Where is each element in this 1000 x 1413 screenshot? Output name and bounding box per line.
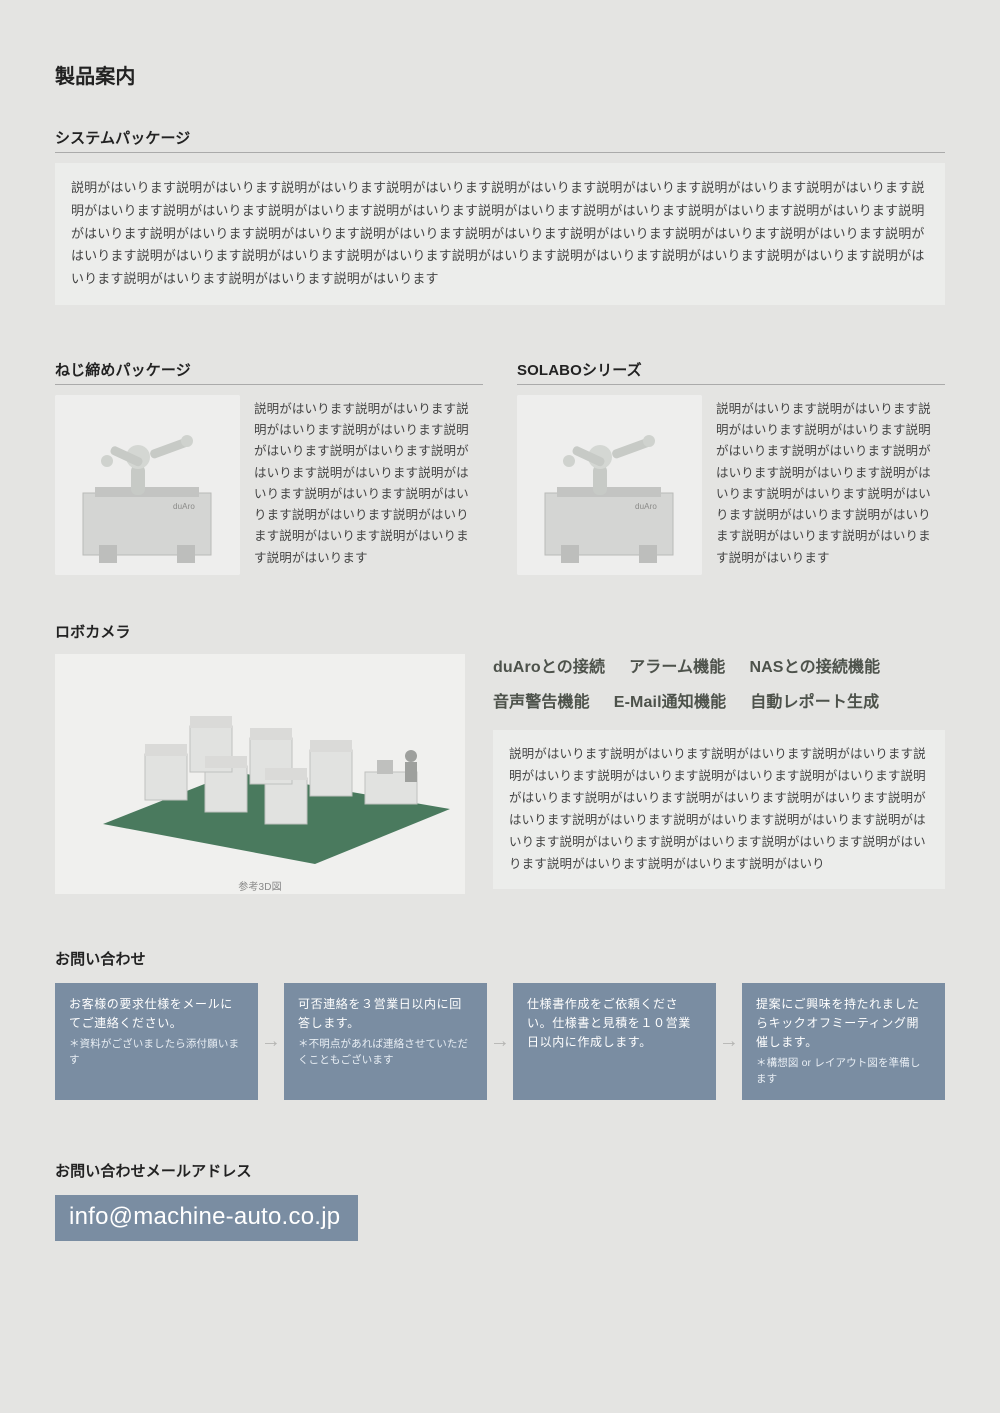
email-label: お問い合わせメールアドレス (55, 1160, 945, 1181)
contact-step-2: 可否連絡を３営業日以内に回答します。 ＊不明点があれば連絡させていただくこともご… (284, 983, 487, 1100)
contact-step-3: 仕様書作成をご依頼ください。仕様書と見積を１０営業日以内に作成します。 (513, 983, 716, 1100)
robo-camera-features: duAroとの接続 アラーム機能 NASとの接続機能 音声警告機能 E-Mail… (493, 654, 945, 716)
section-system-package: システムパッケージ 説明がはいります説明がはいります説明がはいります説明がはいり… (55, 127, 945, 305)
robo-camera-description: 説明がはいります説明がはいります説明がはいります説明がはいります説明がはいります… (493, 730, 945, 889)
feature-item: E-Mail通知機能 (614, 689, 726, 716)
arrow-icon: → (716, 983, 742, 1100)
section-contact: お問い合わせ お客様の要求仕様をメールにてご連絡ください。 ＊資料がございました… (55, 948, 945, 1100)
step-text: 可否連絡を３営業日以内に回答します。 (298, 995, 473, 1033)
section-product-row: ねじ締めパッケージ duAro (55, 359, 945, 575)
screw-package-col: ねじ締めパッケージ duAro (55, 359, 483, 575)
section-title-contact: お問い合わせ (55, 948, 945, 973)
step-text: 仕様書作成をご依頼ください。仕様書と見積を１０営業日以内に作成します。 (527, 995, 702, 1053)
section-email: お問い合わせメールアドレス info@machine-auto.co.jp (55, 1160, 945, 1241)
section-title-screw-package: ねじ締めパッケージ (55, 359, 483, 385)
svg-text:duAro: duAro (173, 502, 195, 511)
section-title-robo-camera: ロボカメラ (55, 621, 945, 646)
feature-item: 自動レポート生成 (750, 689, 879, 716)
screw-package-description: 説明がはいります説明がはいります説明がはいります説明がはいります説明がはいります… (254, 395, 483, 575)
section-robo-camera: ロボカメラ (55, 621, 945, 894)
step-note: ＊不明点があれば連絡させていただくこともございます (298, 1037, 473, 1069)
svg-text:duAro: duAro (635, 502, 657, 511)
arrow-icon: → (258, 983, 284, 1100)
system-package-description: 説明がはいります説明がはいります説明がはいります説明がはいります説明がはいります… (55, 163, 945, 305)
contact-step-4: 提案にご興味を持たれましたらキックオフミーティング開催します。 ＊構想図 or … (742, 983, 945, 1100)
email-address[interactable]: info@machine-auto.co.jp (55, 1195, 358, 1241)
contact-steps: お客様の要求仕様をメールにてご連絡ください。 ＊資料がございましたら添付願います… (55, 983, 945, 1100)
section-title-solabo: SOLABOシリーズ (517, 359, 945, 385)
solabo-col: SOLABOシリーズ duAro (517, 359, 945, 575)
feature-item: duAroとの接続 (493, 654, 605, 681)
feature-item: 音声警告機能 (493, 689, 590, 716)
feature-item: アラーム機能 (629, 654, 725, 681)
solabo-description: 説明がはいります説明がはいります説明がはいります説明がはいります説明がはいります… (716, 395, 945, 575)
screw-package-image: duAro (55, 395, 240, 575)
feature-item: NASとの接続機能 (749, 654, 880, 681)
section-title-system-package: システムパッケージ (55, 127, 945, 153)
robo-camera-caption: 参考3D図 (238, 878, 281, 893)
step-note: ＊資料がございましたら添付願います (69, 1037, 244, 1069)
step-text: 提案にご興味を持たれましたらキックオフミーティング開催します。 (756, 995, 931, 1053)
step-text: お客様の要求仕様をメールにてご連絡ください。 (69, 995, 244, 1033)
contact-step-1: お客様の要求仕様をメールにてご連絡ください。 ＊資料がございましたら添付願います (55, 983, 258, 1100)
page-title: 製品案内 (55, 60, 945, 89)
step-note: ＊構想図 or レイアウト図を準備します (756, 1056, 931, 1088)
arrow-icon: → (487, 983, 513, 1100)
solabo-image: duAro (517, 395, 702, 575)
robo-camera-image: 参考3D図 (55, 654, 465, 894)
